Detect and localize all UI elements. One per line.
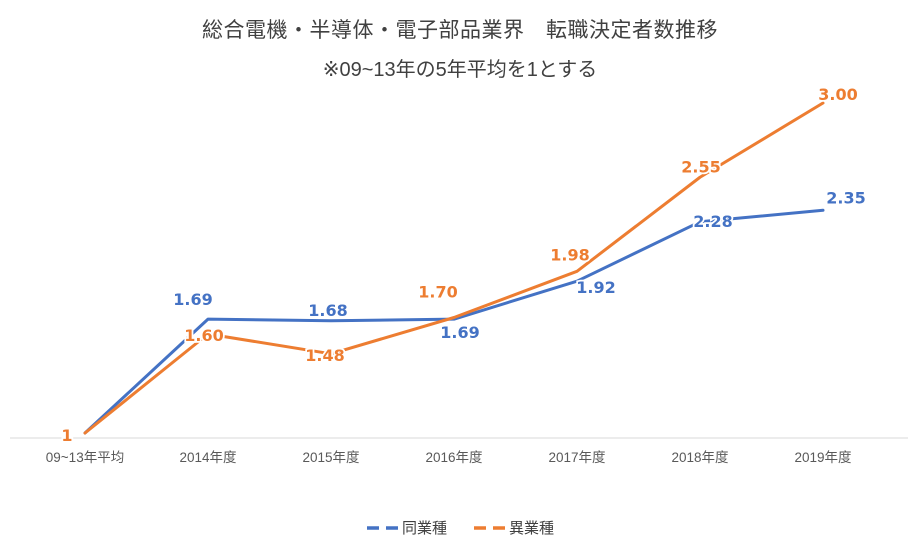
chart-subtitle: ※09~13年の5年平均を1とする <box>322 59 598 81</box>
chart-title: 総合電機・半導体・電子部品業界 転職決定者数推移 <box>202 19 718 42</box>
dashed-line-icon <box>474 525 506 530</box>
data-label: 1 <box>61 426 72 445</box>
category-label: 2017年度 <box>548 450 605 465</box>
data-label: 1.70 <box>418 283 457 302</box>
data-label: 3.00 <box>818 85 857 104</box>
series-line-same-industry <box>83 208 825 435</box>
category-label: 2016年度 <box>425 450 482 465</box>
category-label: 2014年度 <box>179 450 236 465</box>
data-label: 2.35 <box>826 188 865 207</box>
legend-label-same-industry: 同業種 <box>401 520 447 537</box>
data-label: 1.98 <box>550 245 589 264</box>
category-label: 2015年度 <box>302 450 359 465</box>
data-label: 1.68 <box>308 301 347 320</box>
data-label: 1.60 <box>184 326 223 345</box>
data-label: 1.69 <box>173 290 212 309</box>
legend-label-other-industry: 異業種 <box>509 520 555 537</box>
data-label: 2.55 <box>681 157 720 176</box>
category-label: 2018年度 <box>671 450 728 465</box>
series-line-other-industry <box>83 101 825 435</box>
category-label: 2019年度 <box>794 450 851 465</box>
data-label: 1.92 <box>576 278 615 297</box>
data-label: 1.48 <box>305 346 344 365</box>
data-label: 1.69 <box>440 323 479 342</box>
legend: 同業種 異業種 <box>0 517 920 538</box>
legend-item-same-industry: 同業種 <box>366 517 447 538</box>
data-label: 2.28 <box>693 212 732 231</box>
dashed-line-icon <box>366 525 399 530</box>
legend-item-other-industry: 異業種 <box>473 517 554 538</box>
category-label: 09~13年平均 <box>46 450 124 465</box>
